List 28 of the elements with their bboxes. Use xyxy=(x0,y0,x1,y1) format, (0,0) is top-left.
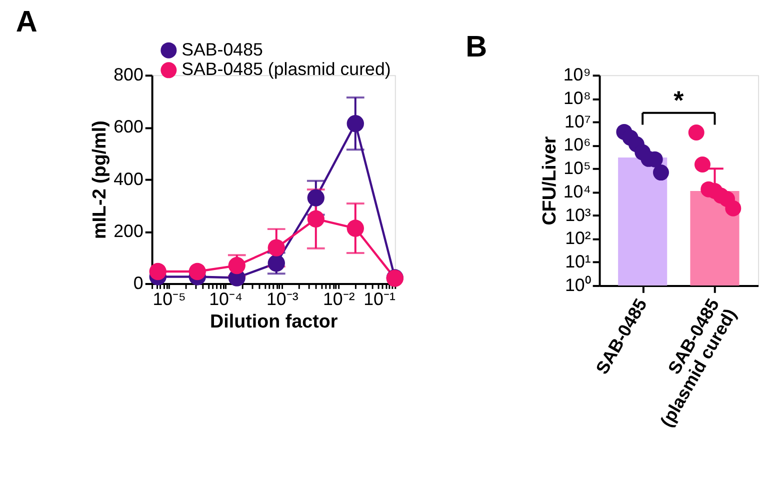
annotation: * xyxy=(674,86,685,115)
y-tick-label: 10¹ xyxy=(565,252,591,272)
y-tick-label: 10³ xyxy=(565,204,591,225)
y-tick-label: 10⁰ xyxy=(565,274,591,295)
x-tick-label: 10⁻¹ xyxy=(364,288,396,309)
y-tick-label: 400 xyxy=(114,168,144,189)
x-axis-title: Dilution factor xyxy=(210,310,338,332)
y-tick-label: 0 xyxy=(133,272,144,293)
legend-label: SAB-0485 (plasmid cured) xyxy=(182,59,391,80)
chart-title: B xyxy=(466,30,488,64)
x-tick-label: 10⁻² xyxy=(322,288,355,309)
y-tick-label: 800 xyxy=(114,64,144,85)
y-tick-label: 10⁶ xyxy=(564,134,591,155)
y-axis-title: mIL-2 (pg/ml) xyxy=(88,120,110,239)
y-tick-label: 10² xyxy=(565,228,591,248)
y-tick-label: 10⁸ xyxy=(563,88,591,108)
x-tick-label: 10⁻⁵ xyxy=(152,288,186,309)
chart-title: A xyxy=(16,5,38,38)
x-tick-label: 10⁻³ xyxy=(266,288,298,309)
y-tick-label: 200 xyxy=(114,220,144,241)
y-tick-label: 10⁴ xyxy=(563,181,591,202)
y-tick-label: 10⁷ xyxy=(564,111,591,132)
legend-label: SAB-0485 xyxy=(182,39,263,60)
y-axis-title: CFU/Liver xyxy=(538,136,560,226)
y-tick-label: 600 xyxy=(114,116,144,137)
x-tick-label: 10⁻⁴ xyxy=(209,288,243,309)
y-tick-label: 10⁵ xyxy=(564,158,591,178)
y-tick-label: 10⁹ xyxy=(563,64,591,85)
